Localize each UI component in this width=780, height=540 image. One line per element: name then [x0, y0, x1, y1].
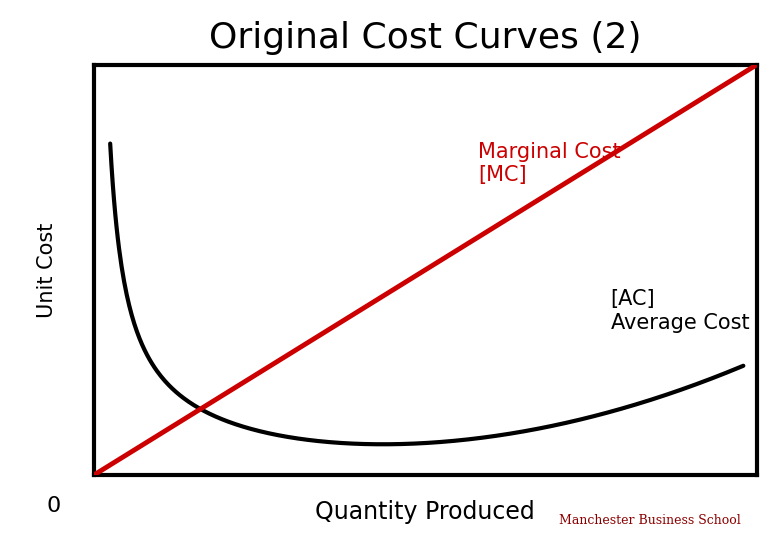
Text: Manchester Business School: Manchester Business School [559, 514, 741, 526]
Text: [AC]
Average Cost: [AC] Average Cost [611, 289, 750, 333]
Text: Unit Cost: Unit Cost [37, 222, 57, 318]
Text: 0: 0 [46, 496, 61, 516]
Title: Original Cost Curves (2): Original Cost Curves (2) [209, 21, 641, 55]
Text: Quantity Produced: Quantity Produced [315, 500, 535, 524]
Text: Marginal Cost
[MC]: Marginal Cost [MC] [478, 141, 621, 185]
